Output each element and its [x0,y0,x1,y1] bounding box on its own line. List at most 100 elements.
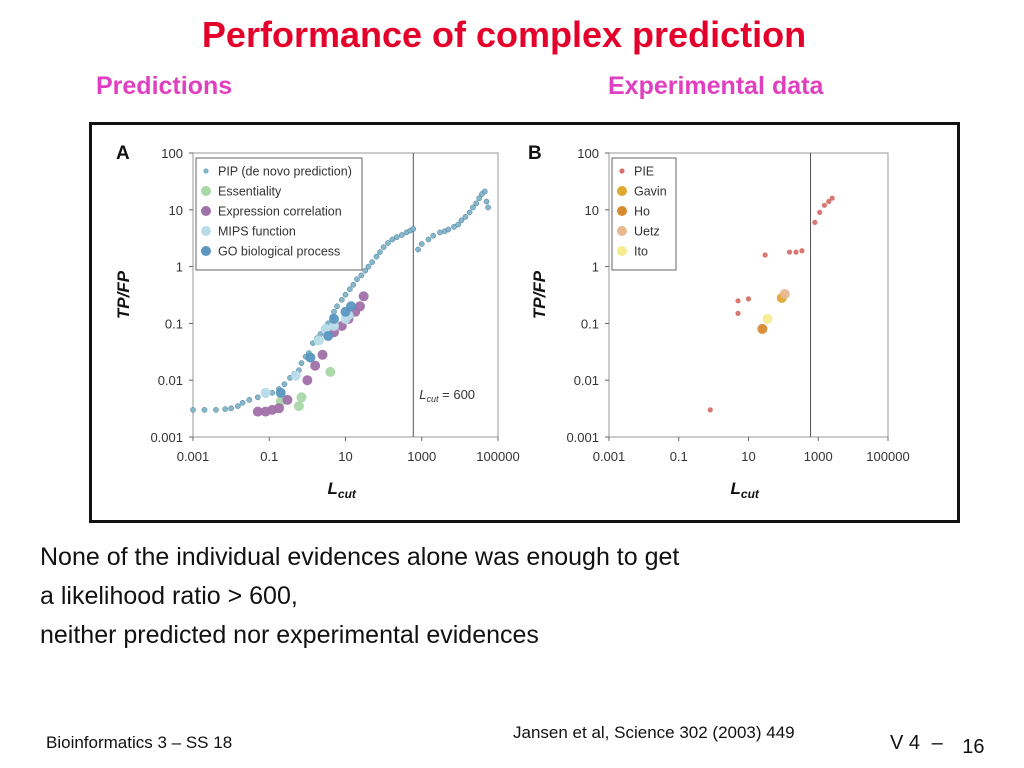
panel-a-point-pip [458,217,465,224]
panel-a-point-pip [445,226,452,233]
figure-frame: A 100 10 1 0.1 0.01 0.001 0.001 0.1 10 1000 100000 T… [89,122,960,523]
panel-a-point-pip [393,234,400,240]
panel-b-x-axis-label-sub: cut [741,487,760,501]
panel-a-point-pip [298,360,305,366]
footer-page-number: 16 [962,736,985,758]
panel-a-point-expression [302,375,313,386]
panel-a-y-tick-label: 0.01 [158,373,183,388]
panel-a-x-tick-label: 100000 [476,449,519,464]
panel-b-point-pie [786,249,793,255]
figure-svg: A 100 10 1 0.1 0.01 0.001 0.001 0.1 10 1000 100000 T… [114,143,910,501]
panel-b-legend-label: PIE [634,165,654,179]
panel-b-point-pie [793,249,799,255]
panel-a-x-tick-label: 0.1 [260,449,278,464]
panel-b-y-tick-label: 100 [577,146,599,161]
panel-a-label: A [116,143,130,164]
panel-a-legend-swatch [203,168,209,174]
panel-a-point-expression [354,301,365,312]
panel-b-point-pie [735,310,741,316]
panel-a-point-pip [473,200,480,207]
panel-a-x-tick-label: 0.001 [177,449,210,464]
panel-a-point-essentiality [293,401,304,412]
panel-b-x-tick-label: 0.001 [593,449,626,464]
panel-b-x-tick-label: 100000 [866,449,909,464]
panel-a-point-pip [476,195,482,202]
panel-a-point-go [305,352,316,363]
panel-a-point-essentiality [325,366,336,377]
footer-citation: Jansen et al, Science 302 (2003) 449 [513,723,795,742]
panel-a-point-go [275,387,286,398]
panel-a-point-pip [481,188,488,195]
panel-a-point-expression [317,349,328,360]
panel-b-point-pie [829,195,835,201]
panel-b-x-tick-label: 1000 [804,449,833,464]
panel-a-y-axis-label: TP/FP [114,270,133,319]
panel-a-point-pip [362,267,369,274]
experimental-data-subtitle: Experimental data [608,72,824,100]
body-line: None of the individual evidences alone w… [40,543,680,571]
panel-a-point-essentiality [296,392,307,403]
panel-b-legend-label: Ho [634,205,650,219]
panel-a-point-pip [466,209,473,216]
panel-a-legend-label: Essentiality [218,185,282,199]
panel-b-point-ho [757,323,768,334]
panel-a-point-expression [252,406,263,417]
panel-a-point-expression [310,360,321,371]
panel-a-point-pip [455,221,461,228]
panel-a-point-pip [470,204,476,211]
panel-a-point-pip [246,397,253,403]
panel-b-x-tick-label: 10 [741,449,755,464]
panel-a-x-tick-label: 1000 [407,449,436,464]
slide-title: Performance of complex prediction [201,14,807,55]
footer-page: V 4 – 16 [890,732,985,758]
panel-a-legend-label: Expression correlation [218,205,342,219]
panel-a-legend-label: MIPS function [218,225,296,239]
panel-b-point-pie [817,209,823,215]
panel-b-y-axis-label: TP/FP [530,270,549,319]
panel-a-point-mips [290,370,301,381]
panel-b-point-pie [812,219,818,226]
panel-b-point-pie [735,298,741,304]
panel-a-point-pip [398,232,405,238]
panel-a-point-pip [222,406,229,412]
panel-a-point-pip [418,241,425,247]
body-line: neither predicted nor experimental evide… [40,621,539,649]
footer-dash: – [931,732,943,754]
body-text: None of the individual evidences alone w… [40,538,679,655]
panel-a-y-tick-label: 100 [161,146,183,161]
panel-a-point-pip [483,198,490,205]
panel-a-point-go [346,301,357,312]
panel-a-point-pip [201,407,208,413]
panel-a-point-mips [313,335,324,346]
panel-a-point-pip [485,204,491,211]
panel-a-legend-swatch [201,206,211,216]
panel-a-point-pip [369,259,375,265]
panel-a-x-axis-label-sub: cut [338,487,357,501]
panel-a-point-pip [389,236,396,243]
panel-a-point-pip [377,249,383,255]
panel-a-point-pip [354,276,360,283]
panel-a-point-pip [358,272,365,279]
panel-a-point-pip [350,281,357,288]
panel-b-legend-label: Ito [634,245,648,259]
panel-a-legend-label: PIP (de novo prediction) [218,165,352,179]
panel-b-point-pie [745,296,752,302]
panel-a-x-axis-label: Lcut [328,479,357,501]
panel-b-point-uetz [779,288,790,299]
panel-a-point-pip [380,244,387,251]
panel-b-x-axis-label: Lcut [731,479,760,501]
panel-a-point-pip [462,214,469,220]
panel-a-point-pip [190,407,196,413]
panel-a-point-pip [437,229,443,236]
predictions-subtitle: Predictions [96,72,233,100]
panel-a-point-pip [346,286,353,293]
panel-a-legend-box [195,157,363,271]
panel-a-y-tick-label: 0.001 [150,430,183,445]
panel-b-point-pie [826,198,832,205]
panel-a-legend-swatch [201,246,211,256]
panel-a-y-tick-label: 0.1 [165,316,183,331]
panel-a-lcut-label-sub: cut [427,394,440,404]
panel-a-point-pip [281,381,288,388]
panel-b-y-tick-label: 1 [592,260,599,275]
panel-b-legend-label: Gavin [634,185,667,199]
